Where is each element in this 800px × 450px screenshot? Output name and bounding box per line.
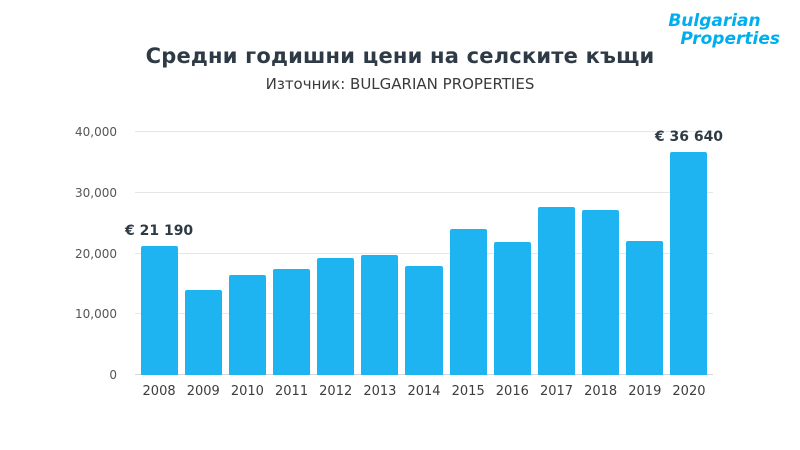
chart-title: Средни годишни цени на селските къщи — [145, 44, 655, 68]
bar-2009 — [184, 289, 222, 375]
bar-value-label: € 36 640 — [654, 129, 724, 146]
plot-area: € 21 190 € 36 640 — [125, 129, 723, 375]
bar-2020 — [670, 152, 708, 375]
x-tick-label: 2018 — [584, 384, 618, 399]
x-tick-label: 2010 — [230, 384, 264, 399]
bar-group-2014 — [402, 132, 446, 375]
gridline — [135, 252, 713, 254]
x-tick-label: 2017 — [539, 384, 574, 399]
bar-value-label: € 21 190 — [124, 223, 194, 240]
bars: € 21 190 € 36 640 — [125, 129, 723, 375]
bar-2017 — [537, 207, 576, 375]
x-tick-label: 2009 — [186, 384, 220, 399]
gridline — [135, 131, 713, 132]
y-tick-label: 10,000 — [75, 307, 117, 322]
bar-group-2015 — [446, 132, 490, 375]
x-tick-label: 2016 — [495, 384, 529, 399]
bar-group-2013 — [358, 132, 402, 375]
y-tick-label: 40,000 — [75, 125, 117, 139]
bar-group-2008: € 21 190 — [125, 132, 193, 375]
y-tick-label: 0 — [109, 368, 117, 382]
bar-2016 — [493, 241, 531, 375]
y-tick-label: 30,000 — [75, 185, 117, 200]
bar-group-2019 — [623, 132, 667, 375]
x-tick-label: 2020 — [672, 384, 706, 399]
logo-line-1: Bulgarian — [668, 11, 761, 31]
bar-group-2011 — [269, 132, 313, 375]
bar-2014 — [405, 265, 443, 375]
bar-2008 — [140, 246, 178, 375]
bulgarian-properties-logo: Bulgarian Properties — [668, 11, 780, 49]
bar-group-2020: € 36 640 — [655, 129, 723, 375]
y-tick-label: 20,000 — [75, 246, 117, 261]
x-tick-label: 2012 — [319, 384, 353, 399]
bar-group-2012 — [314, 132, 358, 375]
bar-2012 — [317, 257, 355, 375]
x-axis-labels: 2008 2009 2010 2011 2012 2013 2014 2015 2016 2017… — [135, 384, 713, 399]
bar-group-2016 — [490, 132, 534, 375]
logo-line-2: Properties — [680, 28, 780, 49]
x-tick-label: 2013 — [363, 384, 397, 399]
bar-2015 — [449, 228, 487, 375]
bar-group-2017 — [534, 132, 578, 375]
x-tick-label: 2015 — [451, 384, 485, 399]
bar-group-2010 — [225, 132, 269, 375]
bar-2013 — [361, 254, 399, 375]
bar-chart: 0 10,000 20,000 30,000 40,000 € 21 190 € 36 6… — [55, 125, 723, 399]
gridline — [135, 191, 713, 193]
chart-header: Средни годишни цени на селските къщи Изт… — [0, 44, 800, 93]
bar-group-2009 — [181, 132, 225, 375]
chart-subtitle: Източник: BULGARIAN PROPERTIES — [265, 75, 535, 93]
bar-2018 — [582, 209, 620, 375]
x-tick-label: 2019 — [628, 384, 662, 399]
bar-2010 — [228, 275, 266, 375]
bar-group-2018 — [579, 132, 623, 375]
x-tick-label: 2008 — [142, 384, 176, 399]
y-axis-labels: 0 10,000 20,000 30,000 40,000 — [55, 125, 127, 382]
x-tick-label: 2011 — [275, 384, 309, 399]
bar-2019 — [626, 240, 664, 375]
x-tick-label: 2014 — [407, 384, 441, 399]
bar-2011 — [273, 268, 311, 375]
